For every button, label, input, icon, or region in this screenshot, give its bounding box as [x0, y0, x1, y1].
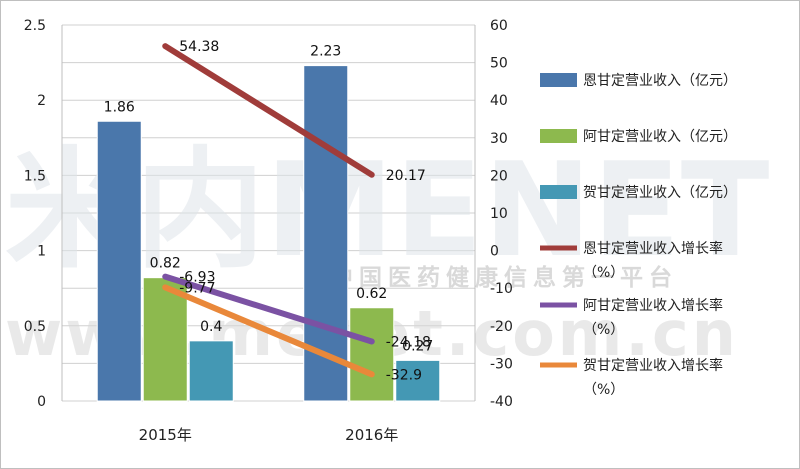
legend-label: （%） [583, 322, 624, 338]
left-tick-label: 1 [37, 244, 46, 260]
right-tick-label: 50 [490, 56, 508, 72]
series-line [162, 273, 375, 345]
watermark-tagline: 中国医药健康信息第一平台 [330, 264, 678, 291]
legend-label: （%） [583, 382, 624, 398]
left-tick-label: 1.5 [24, 168, 46, 184]
bar-data-label: 0.62 [356, 286, 387, 302]
bar [96, 120, 142, 402]
legend-swatch [540, 185, 577, 199]
bar [395, 359, 441, 402]
bar [188, 340, 234, 402]
bar-data-label: 0.82 [150, 256, 181, 272]
right-tick-label: -30 [490, 356, 513, 372]
legend-label: 贺甘定营业收入（亿元） [583, 185, 737, 201]
legend-swatch [540, 73, 577, 87]
legend-label: （%） [583, 265, 624, 281]
bar [142, 277, 188, 402]
bar-data-label: 0.4 [200, 319, 222, 335]
legend-label: 阿甘定营业收入增长率 [583, 297, 723, 314]
legend: 恩甘定营业收入（亿元） 阿甘定营业收入（亿元） 贺甘定营业收入（亿元） 恩甘定营业收入… [540, 73, 737, 398]
legend-label: 恩甘定营业收入（亿元） [583, 73, 737, 89]
line-data-label: -6.93 [179, 270, 215, 286]
left-tick-label: 0.5 [24, 319, 46, 335]
right-tick-label: -40 [490, 394, 513, 410]
bar-data-label: 0.27 [402, 338, 433, 354]
line-data-label: -9.77 [179, 280, 215, 296]
left-tick-label: 0 [37, 394, 46, 410]
bars-layer [96, 65, 441, 402]
legend-label: 贺甘定营业收入增长率 [583, 357, 723, 374]
category-label: 2016年 [345, 426, 398, 444]
right-tick-label: 40 [490, 93, 508, 109]
legend-swatch [540, 129, 577, 143]
bar-data-label: 1.86 [104, 99, 135, 115]
right-tick-label: -10 [490, 281, 513, 297]
axes-layer: 0 0.5 1 1.5 2 2.5 -40 -30 -20 -10 0 10 20 30 40 50 60 201… [24, 18, 513, 444]
category-label: 2015年 [139, 426, 192, 444]
left-tick-label: 2 [37, 93, 46, 109]
right-tick-label: 10 [490, 206, 508, 222]
right-tick-label: 0 [490, 244, 499, 260]
line-data-label: -32.9 [386, 367, 422, 383]
legend-label: 阿甘定营业收入（亿元） [583, 129, 737, 145]
legend-label: 恩甘定营业收入增长率 [583, 240, 723, 257]
left-tick-label: 2.5 [24, 18, 46, 34]
data-labels-layer: 1.86 2.23 0.82 0.62 0.4 0.27 54.38 20.17 -6.93 -2… [104, 39, 434, 383]
bar-data-label: 2.23 [310, 44, 341, 60]
line-data-label: 54.38 [179, 39, 219, 55]
right-tick-label: 20 [490, 168, 508, 184]
right-tick-label: -20 [490, 319, 513, 335]
line-data-label: 20.17 [386, 168, 426, 184]
right-tick-label: 60 [490, 18, 508, 34]
bar [303, 65, 349, 402]
line-data-label: -24.18 [386, 335, 431, 351]
bar [349, 307, 395, 402]
series-line [162, 284, 375, 378]
lines-layer [162, 43, 375, 378]
series-line [162, 43, 375, 178]
right-tick-label: 30 [490, 131, 508, 147]
